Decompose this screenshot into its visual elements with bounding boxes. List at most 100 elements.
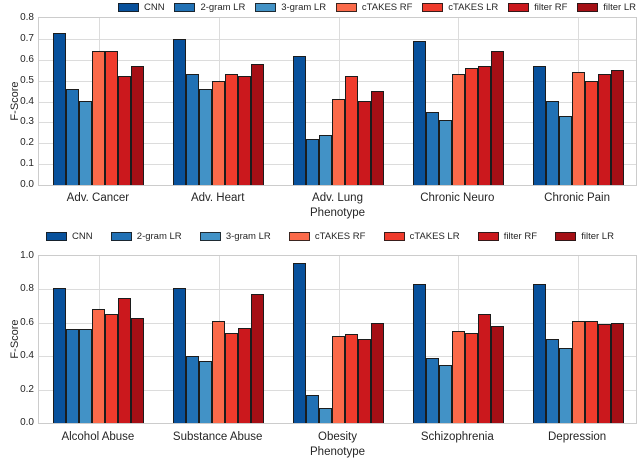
legend-label: cTAKES LR — [409, 230, 460, 242]
legend-label: 3-gram LR — [281, 1, 327, 13]
bar-ctakes-lr — [225, 333, 239, 423]
legend-item-filter-lr: filter LR — [577, 2, 636, 13]
y-tick-label: 0.3 — [20, 116, 34, 128]
bar-2-gram-lr — [545, 101, 559, 185]
bar-3-gram-lr — [438, 120, 452, 185]
bar-3-gram-lr — [199, 361, 213, 423]
bar-2-gram-lr — [186, 74, 200, 185]
legend-swatch-icon — [199, 231, 221, 241]
legend-swatch-icon — [383, 231, 405, 241]
bar-filter-rf — [477, 66, 491, 185]
legend-item-2-gram-lr: 2-gram LR — [174, 2, 245, 13]
legend-swatch-icon — [508, 2, 530, 12]
bar-3-gram-lr — [199, 89, 213, 185]
legend-label: filter LR — [603, 1, 636, 13]
bar-cnn — [293, 56, 306, 185]
bar-2-gram-lr — [545, 339, 559, 423]
gridline-horizontal — [39, 80, 636, 82]
bar-cnn — [173, 288, 187, 423]
y-tick-label: 0.4 — [20, 350, 34, 362]
bar-ctakes-lr — [464, 68, 478, 185]
bar-filter-lr — [490, 51, 504, 185]
legend-swatch-icon — [422, 2, 444, 12]
bar-3-gram-lr — [319, 135, 332, 185]
bar-ctakes-lr — [345, 76, 358, 185]
legend-item-ctakes-rf: cTAKES RF — [335, 2, 412, 13]
legend-label: cTAKES LR — [448, 1, 499, 13]
legend-swatch-icon — [555, 231, 577, 241]
bar-filter-lr — [131, 66, 145, 185]
legend-label: filter RF — [534, 1, 568, 13]
bar-2-gram-lr — [306, 139, 319, 185]
bar-ctakes-rf — [332, 99, 345, 185]
bar-ctakes-lr — [584, 321, 598, 423]
y-tick-label: 0.0 — [20, 417, 34, 428]
x-category-label: Chronic Neuro — [420, 192, 495, 204]
bar-ctakes-rf — [332, 336, 345, 423]
bar-cnn — [532, 284, 546, 423]
bar-cnn — [293, 263, 306, 423]
bar-2-gram-lr — [66, 89, 80, 185]
x-category-label: Schizophrenia — [420, 431, 494, 443]
legend-label: CNN — [72, 230, 93, 242]
legend-label: 3-gram LR — [225, 230, 271, 242]
legend-item-3-gram-lr: 3-gram LR — [199, 230, 271, 242]
bar-2-gram-lr — [186, 356, 200, 423]
bottom-chart-legend: CNN 2-gram LR 3-gram LR cTAKES RF cTAKES LR f… — [46, 230, 614, 242]
legend-item-ctakes-lr: cTAKES LR — [422, 2, 498, 13]
bar-cnn — [532, 66, 546, 185]
bar-ctakes-rf — [451, 74, 465, 185]
legend-swatch-icon — [110, 231, 132, 241]
bar-filter-rf — [358, 339, 371, 423]
legend-item-cnn: CNN — [46, 231, 93, 242]
y-tick-label: 0.7 — [20, 32, 34, 44]
y-tick-label: 0.6 — [20, 53, 34, 65]
legend-swatch-icon — [577, 2, 599, 12]
legend-swatch-icon — [335, 2, 357, 12]
bar-cnn — [173, 39, 187, 185]
x-category-label: Adv. Lung Phenotype — [310, 192, 365, 219]
legend-swatch-icon — [255, 2, 277, 12]
legend-item-2-gram-lr: 2-gram LR — [110, 230, 182, 242]
bar-ctakes-lr — [584, 81, 598, 185]
gridline-horizontal — [39, 38, 636, 40]
bar-filter-rf — [238, 328, 252, 423]
bar-ctakes-rf — [451, 331, 465, 423]
legend-label: filter RF — [503, 230, 538, 242]
legend-label: CNN — [144, 1, 165, 13]
gridline-horizontal — [39, 59, 636, 61]
y-tick-label: 0.5 — [20, 74, 34, 86]
x-category-label: Alcohol Abuse — [61, 431, 135, 443]
bar-3-gram-lr — [558, 116, 572, 185]
x-category-label: Depression — [548, 431, 607, 443]
bar-3-gram-lr — [79, 329, 93, 423]
bar-filter-rf — [477, 314, 491, 423]
bar-2-gram-lr — [306, 395, 319, 423]
bar-filter-lr — [251, 294, 265, 423]
bar-filter-rf — [358, 101, 371, 185]
y-tick-label: 0.6 — [20, 316, 34, 328]
bar-3-gram-lr — [319, 408, 332, 423]
bar-2-gram-lr — [66, 329, 80, 423]
legend-label: 2-gram LR — [136, 230, 182, 242]
gridline-horizontal — [39, 322, 636, 324]
bar-filter-lr — [371, 91, 384, 185]
x-category-label: Substance Abuse — [172, 431, 263, 443]
x-category-label: Adv. Heart — [190, 192, 245, 204]
legend-item-filter-lr: filter LR — [555, 231, 614, 242]
bar-ctakes-lr — [345, 334, 358, 423]
y-tick-label: 0.1 — [20, 158, 34, 170]
bar-filter-lr — [490, 326, 504, 423]
x-category-label: Chronic Pain — [544, 192, 611, 204]
bar-ctakes-rf — [92, 51, 106, 185]
legend-item-filter-rf: filter RF — [508, 2, 567, 13]
top-chart-plot-area — [38, 17, 637, 186]
legend-label: cTAKES RF — [314, 230, 366, 242]
bottom-chart-plot-area — [38, 255, 637, 424]
legend-swatch-icon — [46, 231, 67, 241]
legend-label: 2-gram LR — [200, 1, 246, 13]
bar-3-gram-lr — [438, 365, 452, 423]
legend-swatch-icon — [477, 231, 499, 241]
legend-item-ctakes-lr: cTAKES LR — [383, 230, 460, 242]
